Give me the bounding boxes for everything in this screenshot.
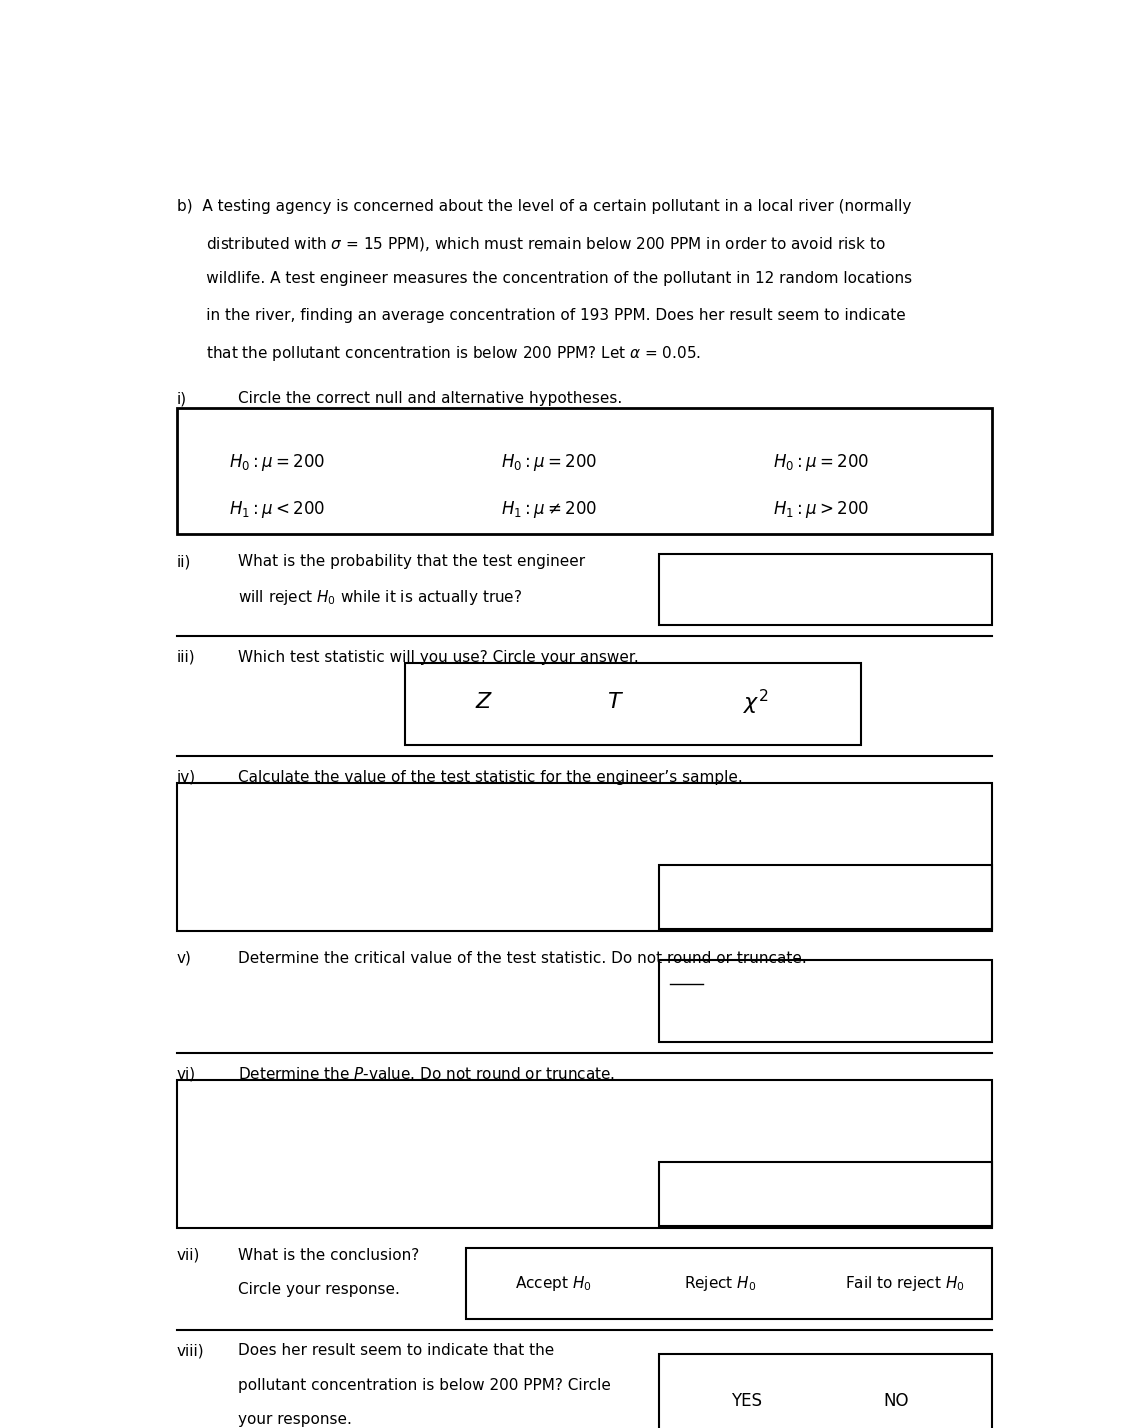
Bar: [405, 663, 860, 745]
Bar: [659, 1355, 993, 1428]
Text: Calculate the value of the test statistic for the engineer’s sample.: Calculate the value of the test statisti…: [238, 770, 743, 784]
Text: iv): iv): [177, 770, 196, 784]
Text: $H_0 : \mu = 200$: $H_0 : \mu = 200$: [229, 453, 325, 473]
Bar: [177, 1080, 993, 1228]
Text: your response.: your response.: [238, 1412, 352, 1427]
Text: Determine the critical value of the test statistic. Do not round or truncate.: Determine the critical value of the test…: [238, 951, 807, 965]
Bar: [659, 865, 993, 930]
Text: $Z$: $Z$: [474, 693, 492, 713]
Text: Reject $H_0$: Reject $H_0$: [685, 1274, 756, 1294]
Text: in the river, finding an average concentration of 193 PPM. Does her result seem : in the river, finding an average concent…: [177, 307, 906, 323]
Text: What is the conclusion?: What is the conclusion?: [238, 1248, 419, 1262]
Text: $H_1 : \mu > 200$: $H_1 : \mu > 200$: [773, 498, 869, 520]
Text: What is the probability that the test engineer: What is the probability that the test en…: [238, 554, 585, 568]
Bar: [659, 554, 993, 625]
Text: $\chi^2$: $\chi^2$: [743, 688, 769, 717]
Text: Circle the correct null and alternative hypotheses.: Circle the correct null and alternative …: [238, 391, 623, 407]
Text: Accept $H_0$: Accept $H_0$: [515, 1274, 592, 1294]
Bar: [659, 960, 993, 1042]
Text: viii): viii): [177, 1344, 204, 1358]
Text: ii): ii): [177, 554, 191, 568]
Text: Circle your response.: Circle your response.: [238, 1282, 400, 1297]
Text: pollutant concentration is below 200 PPM? Circle: pollutant concentration is below 200 PPM…: [238, 1378, 611, 1392]
Bar: [177, 408, 993, 534]
Text: Determine the $P$-value. Do not round or truncate.: Determine the $P$-value. Do not round or…: [238, 1067, 615, 1082]
Text: that the pollutant concentration is below 200 PPM? Let $\alpha$ = 0.05.: that the pollutant concentration is belo…: [177, 344, 701, 363]
Text: wildlife. A test engineer measures the concentration of the pollutant in 12 rand: wildlife. A test engineer measures the c…: [177, 271, 911, 287]
Text: Fail to reject $H_0$: Fail to reject $H_0$: [844, 1274, 964, 1294]
Text: b)  A testing agency is concerned about the level of a certain pollutant in a lo: b) A testing agency is concerned about t…: [177, 198, 911, 214]
Text: distributed with $\sigma$ = 15 PPM), which must remain below 200 PPM in order to: distributed with $\sigma$ = 15 PPM), whi…: [177, 236, 885, 253]
Text: NO: NO: [883, 1392, 909, 1411]
Text: $H_1 : \mu \neq 200$: $H_1 : \mu \neq 200$: [501, 498, 598, 520]
Text: iii): iii): [177, 650, 195, 664]
Text: $H_0 : \mu = 200$: $H_0 : \mu = 200$: [501, 453, 598, 473]
Text: v): v): [177, 951, 191, 965]
Text: $H_1 : \mu < 200$: $H_1 : \mu < 200$: [229, 498, 325, 520]
Text: Does her result seem to indicate that the: Does her result seem to indicate that th…: [238, 1344, 555, 1358]
Text: YES: YES: [731, 1392, 762, 1411]
Bar: [659, 1162, 993, 1225]
Text: will reject $H_0$ while it is actually true?: will reject $H_0$ while it is actually t…: [238, 588, 522, 607]
Text: Which test statistic will you use? Circle your answer.: Which test statistic will you use? Circl…: [238, 650, 638, 664]
Bar: [466, 1248, 993, 1319]
Text: $H_0 : \mu = 200$: $H_0 : \mu = 200$: [773, 453, 869, 473]
Text: $T$: $T$: [607, 693, 624, 713]
Text: vi): vi): [177, 1067, 196, 1081]
Bar: [177, 783, 993, 931]
Text: i): i): [177, 391, 187, 407]
Text: vii): vii): [177, 1248, 200, 1262]
